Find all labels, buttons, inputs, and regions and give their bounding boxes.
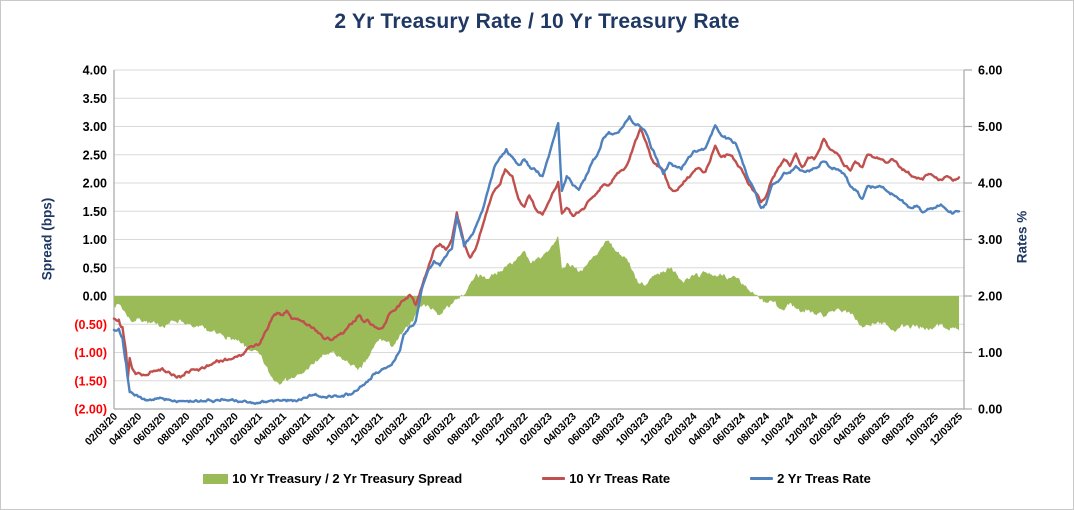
left-axis-tick-label: 1.50 bbox=[83, 205, 107, 219]
left-axis-tick-label: 0.00 bbox=[83, 290, 107, 304]
left-axis-tick-label: 4.00 bbox=[83, 64, 107, 78]
left-axis-title: Spread (bps) bbox=[39, 197, 55, 281]
chart-title: 2 Yr Treasury Rate / 10 Yr Treasury Rate bbox=[334, 10, 740, 33]
10yr-line-series bbox=[112, 127, 961, 380]
right-axis-tick-label: 1.00 bbox=[978, 346, 1002, 360]
legend-label-spread: 10 Yr Treasury / 2 Yr Treasury Spread bbox=[232, 471, 463, 486]
right-axis-tick-label: 4.00 bbox=[978, 177, 1002, 191]
legend-item-spread: 10 Yr Treasury / 2 Yr Treasury Spread bbox=[203, 471, 462, 486]
legend-item-10yr: 10 Yr Treas Rate bbox=[542, 471, 670, 486]
left-axis-tick-label: 0.50 bbox=[83, 261, 107, 275]
right-axis-tick-label: 2.00 bbox=[978, 290, 1002, 304]
left-axis-tick-label: 3.00 bbox=[83, 120, 107, 134]
left-axis-tick-label: 1.00 bbox=[83, 233, 107, 247]
right-axis-tick-label: 6.00 bbox=[978, 64, 1002, 78]
left-axis-tick-label: (2.00) bbox=[74, 403, 107, 417]
left-axis-tick-label: (1.00) bbox=[74, 346, 107, 360]
legend-item-2yr: 2 Yr Treas Rate bbox=[750, 471, 871, 486]
legend: 10 Yr Treasury / 2 Yr Treasury Spread 10… bbox=[1, 471, 1073, 486]
legend-label-2yr: 2 Yr Treas Rate bbox=[777, 471, 871, 486]
right-axis-tick-label: 5.00 bbox=[978, 120, 1002, 134]
right-axis-title: Rates % bbox=[1014, 210, 1030, 264]
left-axis-tick-label: (0.50) bbox=[74, 318, 107, 332]
legend-label-10yr: 10 Yr Treas Rate bbox=[569, 471, 671, 486]
spread-area-series bbox=[114, 236, 959, 385]
right-axis-tick-label: 0.00 bbox=[978, 403, 1002, 417]
2yr-line-series bbox=[112, 115, 961, 405]
left-axis-tick-label: 3.50 bbox=[83, 92, 107, 106]
left-axis-tick-label: 2.00 bbox=[83, 177, 107, 191]
spread-swatch-icon bbox=[203, 473, 229, 484]
left-axis-tick-label: (1.50) bbox=[74, 374, 107, 388]
right-axis-tick-label: 3.00 bbox=[978, 233, 1002, 247]
left-axis-tick-label: 2.50 bbox=[83, 148, 107, 162]
10yr-swatch-icon bbox=[542, 476, 566, 481]
2yr-swatch-icon bbox=[750, 476, 774, 481]
